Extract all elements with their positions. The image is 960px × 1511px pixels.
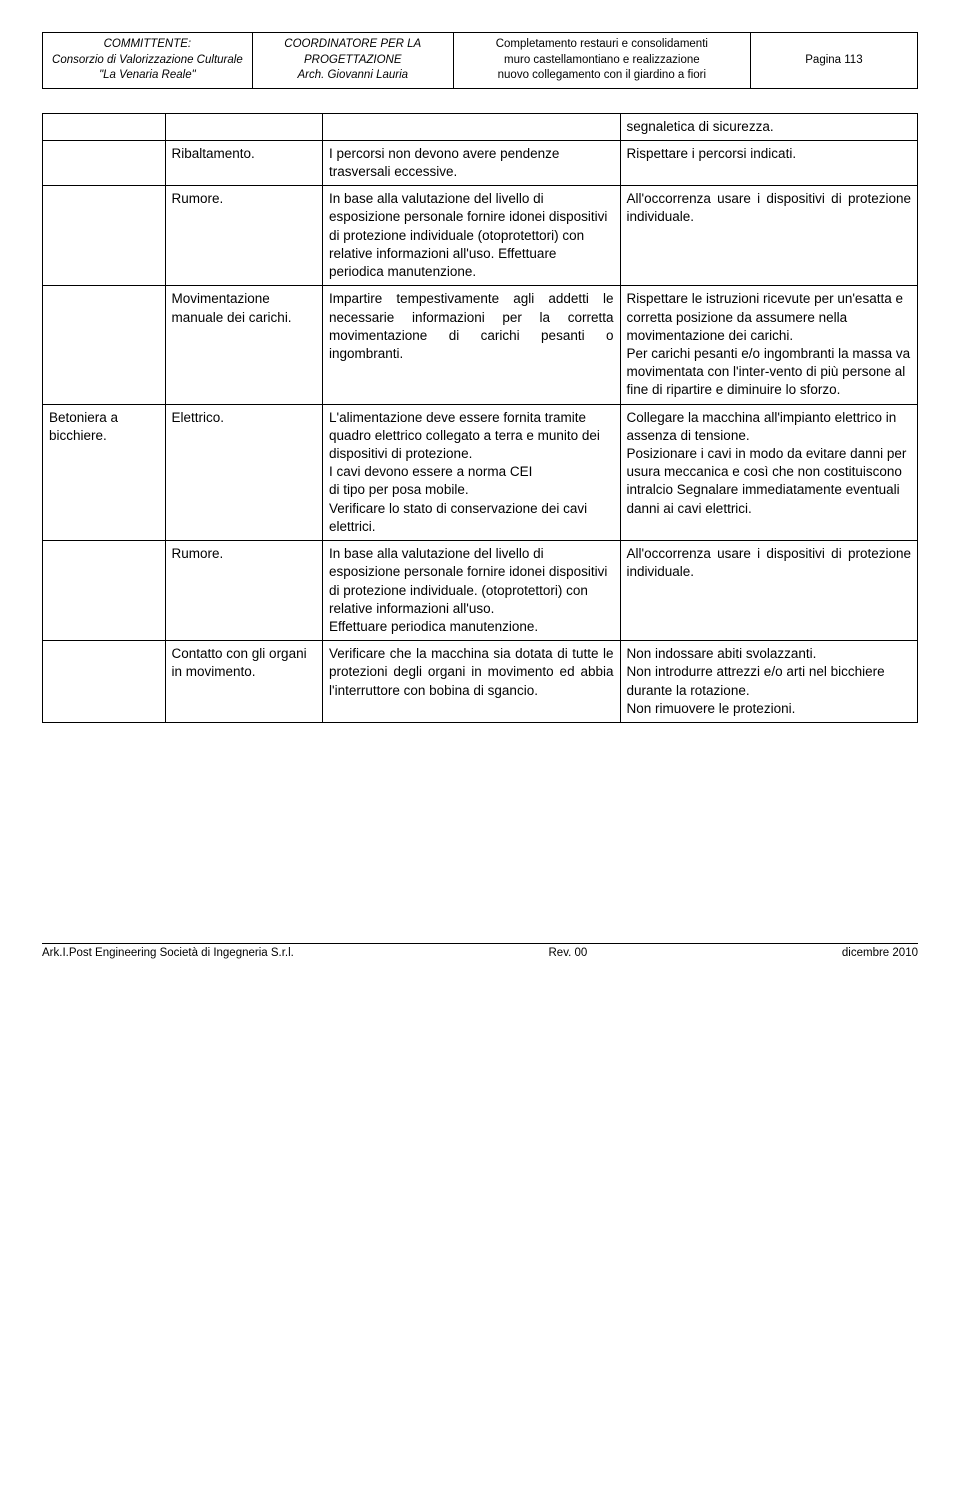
header-text: Completamento restauri e consolidamenti: [460, 37, 744, 53]
table-row: Contatto con gli organi in movimento.Ver…: [43, 641, 918, 723]
header-committente: COMMITTENTE: Consorzio di Valorizzazione…: [43, 33, 253, 88]
header-text: nuovo collegamento con il giardino a fio…: [460, 68, 744, 84]
table-cell: Betoniera a bicchiere.: [43, 404, 166, 541]
table-cell: In base alla valutazione del livello di …: [323, 186, 621, 286]
table-cell: Non indossare abiti svolazzanti. Non int…: [620, 641, 918, 723]
table-row: Ribaltamento.I percorsi non devono avere…: [43, 140, 918, 185]
table-row: Rumore.In base alla valutazione del live…: [43, 186, 918, 286]
table-cell: Rispettare i percorsi indicati.: [620, 140, 918, 185]
table-cell: Rispettare le istruzioni ricevute per un…: [620, 286, 918, 404]
footer-revision: Rev. 00: [549, 946, 588, 962]
table-cell: [43, 140, 166, 185]
footer-date: dicembre 2010: [842, 946, 918, 962]
table-cell: Collegare la macchina all'impianto elett…: [620, 404, 918, 541]
risk-table-body: segnaletica di sicurezza.Ribaltamento.I …: [43, 113, 918, 723]
table-row: segnaletica di sicurezza.: [43, 113, 918, 140]
table-cell: Rumore.: [165, 541, 323, 641]
table-cell: All'occorrenza usare i dispositivi di pr…: [620, 541, 918, 641]
table-cell: In base alla valutazione del livello di …: [323, 541, 621, 641]
document-page: COMMITTENTE: Consorzio di Valorizzazione…: [0, 0, 960, 1004]
table-cell: [43, 541, 166, 641]
table-cell: [165, 113, 323, 140]
table-cell: All'occorrenza usare i dispositivi di pr…: [620, 186, 918, 286]
table-cell: Rumore.: [165, 186, 323, 286]
table-row: Betoniera a bicchiere.Elettrico.L'alimen…: [43, 404, 918, 541]
header-text: Consorzio di Valorizzazione Culturale: [49, 53, 246, 69]
table-cell: [43, 186, 166, 286]
header-text: muro castellamontiano e realizzazione: [460, 53, 744, 69]
table-cell: Movimentazione manuale dei carichi.: [165, 286, 323, 404]
table-cell: segnaletica di sicurezza.: [620, 113, 918, 140]
table-cell: [43, 113, 166, 140]
header-label: COMMITTENTE:: [49, 37, 246, 53]
table-cell: I percorsi non devono avere pendenze tra…: [323, 140, 621, 185]
table-row: Rumore.In base alla valutazione del live…: [43, 541, 918, 641]
header-page-number: Pagina 113: [751, 33, 917, 88]
table-cell: [43, 286, 166, 404]
table-row: Movimentazione manuale dei carichi.Impar…: [43, 286, 918, 404]
table-cell: L'alimentazione deve essere fornita tram…: [323, 404, 621, 541]
header-label: PROGETTAZIONE: [259, 53, 447, 69]
header-text: "La Venaria Reale": [49, 68, 246, 84]
header-label: COORDINATORE PER LA: [259, 37, 447, 53]
header-project: Completamento restauri e consolidamenti …: [454, 33, 751, 88]
table-cell: Ribaltamento.: [165, 140, 323, 185]
table-cell: Contatto con gli organi in movimento.: [165, 641, 323, 723]
footer-company: Ark.I.Post Engineering Società di Ingegn…: [42, 946, 294, 962]
header-text: Arch. Giovanni Lauria: [259, 68, 447, 84]
table-cell: [43, 641, 166, 723]
table-cell: [323, 113, 621, 140]
table-cell: Elettrico.: [165, 404, 323, 541]
table-cell: Verificare che la macchina sia dotata di…: [323, 641, 621, 723]
risk-table: segnaletica di sicurezza.Ribaltamento.I …: [42, 113, 918, 724]
page-header: COMMITTENTE: Consorzio di Valorizzazione…: [42, 32, 918, 89]
page-footer: Ark.I.Post Engineering Società di Ingegn…: [42, 943, 918, 962]
header-coordinatore: COORDINATORE PER LA PROGETTAZIONE Arch. …: [253, 33, 454, 88]
table-cell: Impartire tempestivamente agli addetti l…: [323, 286, 621, 404]
page-number: Pagina 113: [805, 53, 862, 69]
